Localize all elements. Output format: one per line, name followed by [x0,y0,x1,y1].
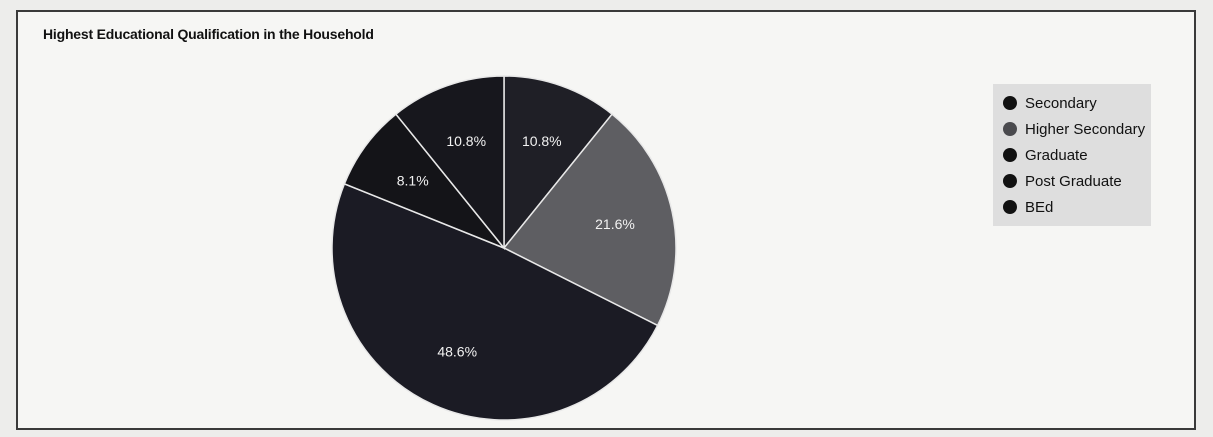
legend-label: Graduate [1025,146,1088,164]
pie-slice-post-graduate [503,75,614,251]
legend-swatch [1003,122,1017,136]
legend-swatch [1003,174,1017,188]
legend-item-higher-secondary: Higher Secondary [1003,116,1145,142]
chart-title: Highest Educational Qualification in the… [43,26,374,42]
legend-item-bed: BEd [1003,194,1145,220]
legend-swatch [1003,200,1017,214]
legend-label: Secondary [1025,94,1097,112]
pie-slice-label: 10.8% [522,133,562,149]
legend-label: BEd [1025,198,1054,216]
legend-swatch [1003,148,1017,162]
legend-label: Post Graduate [1025,172,1122,190]
pie-slice-bed [343,113,507,250]
pie-slice-label: 48.6% [437,343,477,359]
pie-slice-label: 10.8% [446,133,486,149]
legend-item-secondary: Secondary [1003,90,1145,116]
pie-chart: 10.8% 21.6% 48.6% 8.1% 10.8% [331,75,677,421]
pie-slice-secondary [331,182,659,421]
pie-slice-label: 8.1% [397,173,429,189]
pie-slice-label: 21.6% [595,216,635,232]
legend-swatch [1003,96,1017,110]
chart-legend: Secondary Higher Secondary Graduate Post Gr… [993,84,1152,226]
pie-slice-higher-secondary [502,113,677,327]
legend-label: Higher Secondary [1025,120,1146,138]
legend-item-graduate: Graduate [1003,142,1145,168]
chart-frame: Highest Educational Qualification in the… [16,10,1196,430]
legend-item-post-graduate: Post Graduate [1003,168,1145,194]
pie-slice-graduate [394,75,505,251]
